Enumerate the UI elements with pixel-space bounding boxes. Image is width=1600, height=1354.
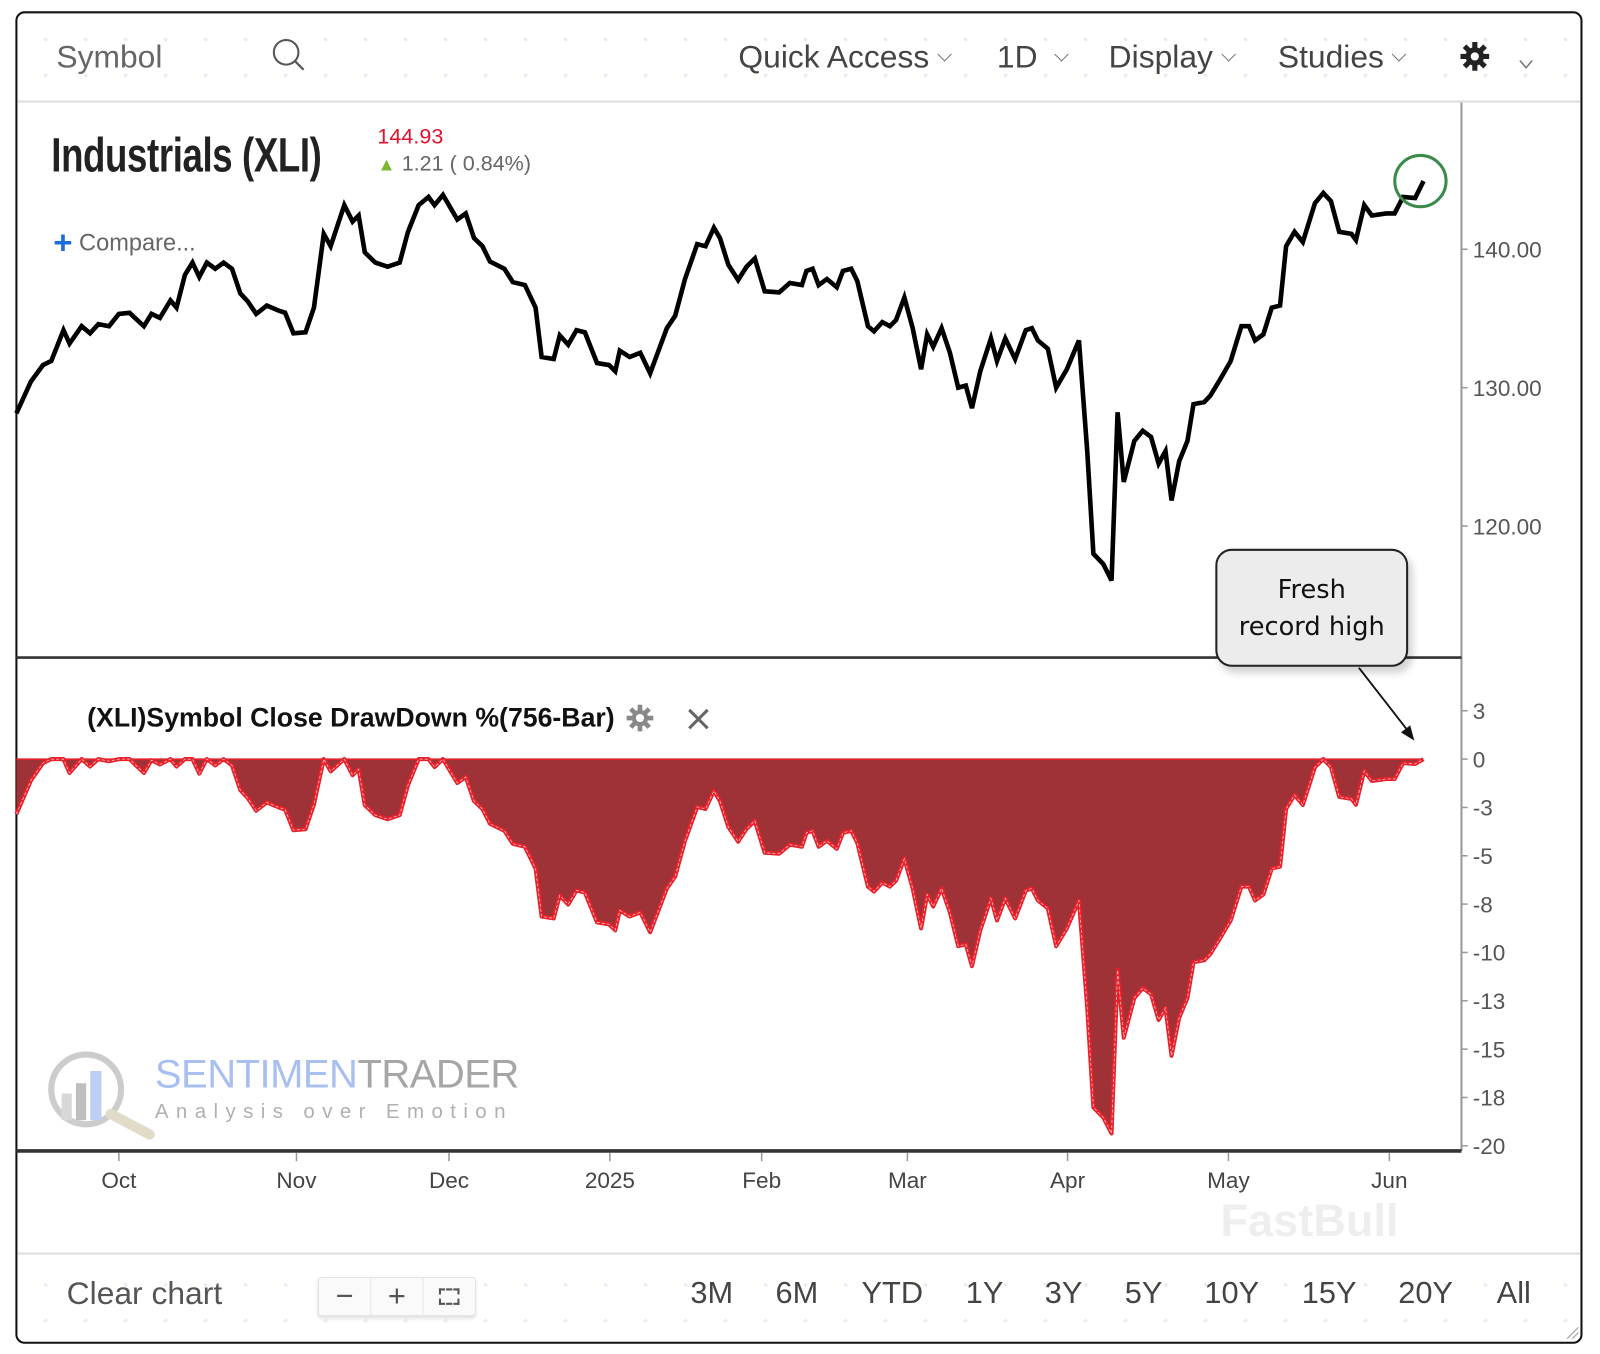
study-label: (XLI)Symbol Close DrawDown %(756-Bar) [87, 701, 615, 733]
range-20y[interactable]: 20Y [1398, 1276, 1453, 1310]
x-tick-label: 2025 [585, 1168, 635, 1193]
sentimentrader-logo [37, 1048, 160, 1145]
up-arrow-icon: ▲ [377, 153, 396, 175]
quick-access-label: Quick Access [738, 38, 930, 75]
zoom-controls: − + [317, 1277, 476, 1317]
price-change: ▲ 1.21 ( 0.84%) [377, 152, 531, 177]
x-tick-label: Oct [101, 1168, 137, 1193]
range-ytd[interactable]: YTD [861, 1276, 924, 1310]
axes: 140.00 130.00 120.00 3 0 -3 -5 -8 -10 -13 -15 -18 -2… [16, 102, 1542, 1193]
fullscreen-button[interactable] [424, 1278, 475, 1315]
range-3m[interactable]: 3M [690, 1276, 734, 1310]
symbol-input[interactable]: Symbol [56, 38, 163, 75]
range-all[interactable]: All [1496, 1276, 1531, 1310]
annotation-line-2: record high [1238, 610, 1385, 641]
display-menu[interactable]: Display [1108, 38, 1236, 76]
search-icon[interactable] [271, 37, 308, 79]
logo-wordmark: SENTIMENTRADER [155, 1052, 519, 1097]
drawdown-tick-label: 0 [1473, 747, 1486, 772]
footer-bar [17, 1252, 1581, 1343]
logo-magnifier-icon [48, 1051, 155, 1140]
price-tick-label: 130.00 [1473, 376, 1542, 401]
x-tick-label: Mar [888, 1168, 927, 1193]
range-3y[interactable]: 3Y [1044, 1276, 1083, 1310]
zoom-in-button[interactable]: + [371, 1278, 424, 1316]
clear-chart-button[interactable]: Clear chart [66, 1275, 223, 1311]
price-change-value: 1.21 ( 0.84%) [401, 151, 532, 176]
x-tick-label: Jun [1371, 1168, 1407, 1193]
range-6m[interactable]: 6M [775, 1276, 819, 1310]
price-panel [14, 153, 1448, 582]
logo-tagline: Analysis over Emotion [154, 1100, 513, 1124]
x-tick-label: Nov [276, 1168, 317, 1193]
drawdown-tick-label: 3 [1473, 699, 1486, 724]
logo-text-b: TRADER [357, 1052, 519, 1097]
drawdown-tick-label: -3 [1473, 796, 1493, 821]
drawdown-tick-label: -20 [1473, 1134, 1506, 1159]
page-title: Industrials (XLI) [51, 127, 322, 182]
study-settings-button[interactable] [625, 703, 656, 739]
display-label: Display [1108, 38, 1213, 75]
interval-label: 1D [996, 38, 1038, 75]
range-5y[interactable]: 5Y [1124, 1276, 1163, 1310]
quick-access-menu[interactable]: Quick Access [738, 38, 952, 76]
x-tick-label: Apr [1050, 1168, 1086, 1193]
gear-icon [626, 704, 654, 732]
x-tick-label: May [1207, 1168, 1250, 1193]
range-10y[interactable]: 10Y [1204, 1276, 1260, 1310]
annotation-callout: Fresh record high [1215, 548, 1409, 667]
close-icon [688, 708, 709, 730]
chart-window [15, 11, 1583, 1344]
price-line [14, 180, 1426, 582]
gear-icon [1460, 42, 1533, 71]
drawdown-panel [14, 757, 1425, 1136]
compare-button[interactable]: + Compare... [53, 221, 196, 261]
logo-text-a: SENTIMEN [154, 1052, 358, 1097]
zoom-out-button[interactable]: − [319, 1278, 372, 1316]
drawdown-tick-label: -15 [1473, 1037, 1506, 1062]
studies-menu[interactable]: Studies [1277, 38, 1407, 76]
interval-menu[interactable]: 1D [996, 38, 1069, 76]
toolbar [17, 13, 1581, 103]
drawdown-line-highlight [16, 758, 1424, 1135]
drawdown-tick-label: -8 [1473, 892, 1493, 917]
x-tick-label: Feb [742, 1168, 781, 1193]
range-15y[interactable]: 15Y [1301, 1276, 1357, 1310]
last-price: 144.93 [377, 125, 444, 149]
drawdown-tick-label: -5 [1473, 844, 1493, 869]
fullscreen-icon [438, 1288, 460, 1305]
price-tick-label: 120.00 [1473, 514, 1542, 539]
drawdown-tick-label: -18 [1473, 1086, 1506, 1111]
plus-icon: + [53, 223, 73, 261]
studies-label: Studies [1277, 38, 1384, 75]
annotation-arrow [1358, 667, 1410, 733]
drawdown-tick-label: -10 [1473, 941, 1506, 966]
drawdown-area [16, 759, 1424, 1134]
resize-handle[interactable] [1565, 1325, 1579, 1344]
remove-study-button[interactable] [686, 707, 711, 737]
drawdown-tick-label: -13 [1473, 989, 1506, 1014]
annotation-line-1: Fresh [1277, 573, 1346, 604]
annotation-arrowhead [1400, 725, 1415, 741]
price-tick-label: 140.00 [1473, 237, 1542, 262]
record-high-marker [1393, 153, 1448, 209]
compare-label: Compare... [79, 228, 196, 256]
watermark-overlay: FastBull [1220, 1196, 1399, 1247]
range-1y[interactable]: 1Y [965, 1276, 1004, 1310]
x-tick-label: Dec [429, 1168, 469, 1193]
settings-menu[interactable] [1459, 41, 1551, 81]
